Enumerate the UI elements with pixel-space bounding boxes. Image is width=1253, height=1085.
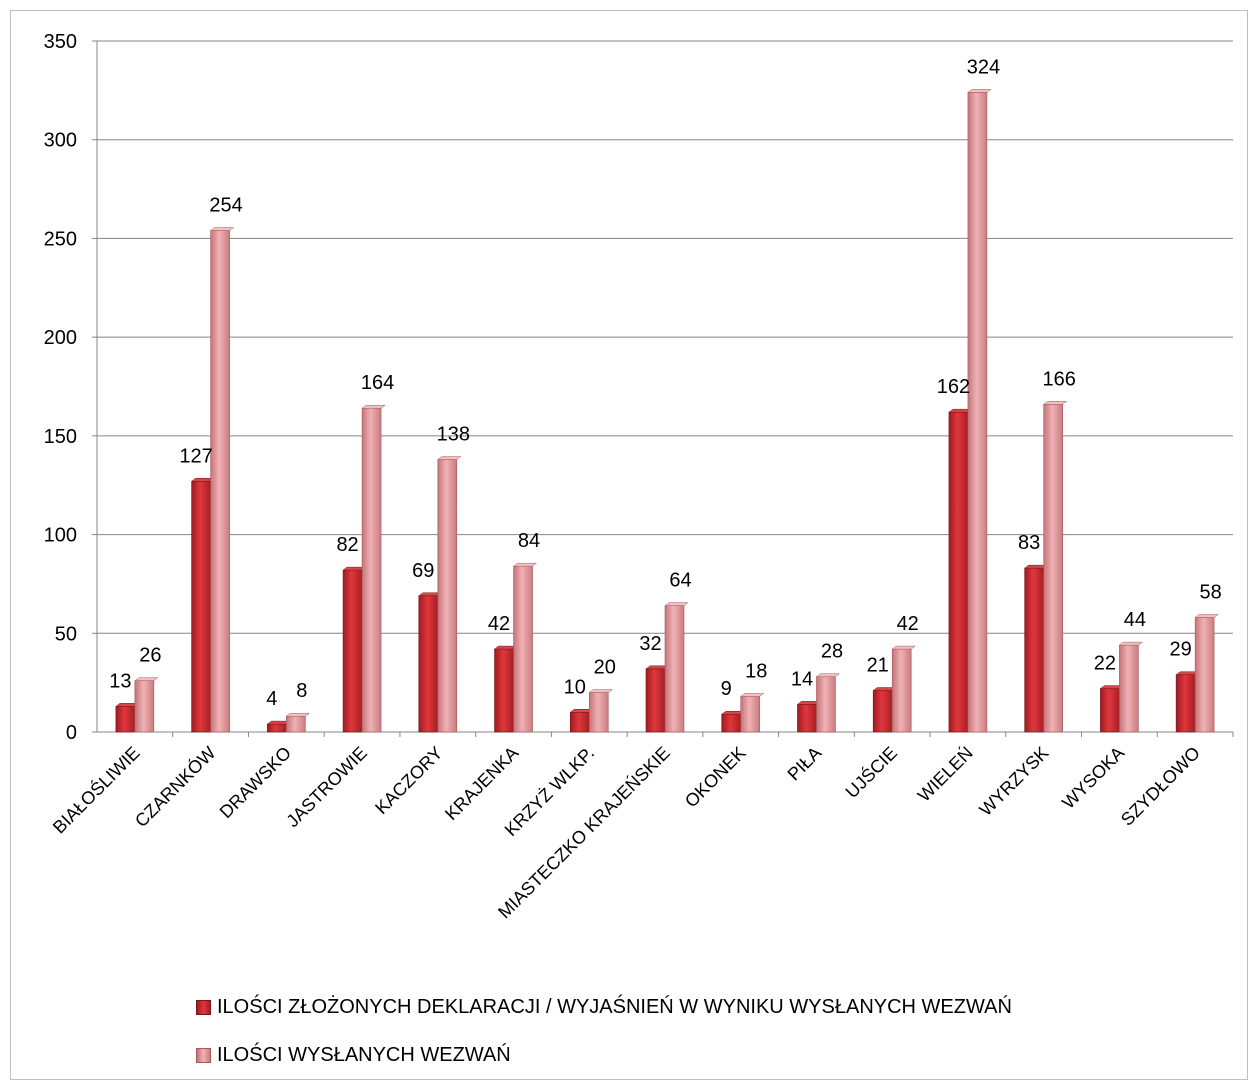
y-tick-label: 100 [44,525,77,547]
bars [115,89,1219,733]
bar-series-2-14 [1194,614,1219,733]
x-tick-label: WYRZYSK [975,743,1052,820]
legend-label-series-2: ILOŚCI WYSŁANYCH WEZWAŃ [217,1043,511,1066]
x-tick-label: BIAŁOŚLIWIE [48,742,143,837]
y-axis-tick-labels: 0 50 100 150 200 250 300 350 [44,31,77,744]
legend-label-series-1: ILOŚCI ZŁOŻONYCH DEKLARACJI / WYJAŚNIEŃ … [217,995,1012,1018]
data-label-series-2: 84 [518,530,540,552]
y-tick-label: 250 [44,228,77,250]
x-tick-label: WIELEŃ [914,743,977,806]
data-label-series-2: 138 [437,424,470,446]
data-label-series-2: 324 [967,56,1000,78]
legend-item-series-2: ILOŚCI WYSŁANYCH WEZWAŃ [196,1041,511,1069]
data-label-series-1: 29 [1170,639,1192,661]
data-label-series-2: 42 [897,613,919,635]
data-label-series-1: 10 [564,676,586,698]
bar-series-2-7 [664,602,689,733]
bar-series-2-11 [967,89,992,733]
data-labels: 13 26 127 254 4 8 82 164 69 138 42 84 10 20 32 64 9 18 14 2… [109,56,1222,710]
x-tick-label: SZYDŁOWO [1117,743,1204,830]
y-tick-label: 50 [55,623,77,645]
data-label-series-1: 69 [412,560,434,582]
data-label-series-2: 166 [1042,368,1075,390]
y-tick-label: 350 [44,31,77,53]
data-label-series-1: 13 [109,670,131,692]
x-tick-label: OKONEK [681,743,750,812]
data-label-series-2: 64 [669,570,691,592]
data-label-series-1: 82 [336,534,358,556]
data-label-series-2: 164 [361,372,394,394]
legend-item-series-1: ILOŚCI ZŁOŻONYCH DEKLARACJI / WYJAŚNIEŃ … [196,993,1012,1021]
bar-series-2-12 [1042,401,1068,733]
data-label-series-1: 14 [791,668,813,690]
x-tick-label: UJŚCIE [841,742,901,802]
data-label-series-1: 162 [937,376,970,398]
bar-series-1-1 [190,478,216,733]
data-label-series-2: 44 [1124,609,1146,631]
bar-series-2-6 [588,689,614,733]
data-label-series-1: 22 [1094,653,1116,675]
bar-series-1-8 [720,710,746,733]
legend-swatch-series-2 [196,1047,211,1063]
data-label-series-1: 32 [639,633,661,655]
x-tick-label: WYSOKA [1058,743,1128,813]
y-tick-label: 300 [44,130,77,152]
bar-series-1-10 [872,687,897,733]
bar-series-2-8 [739,693,765,733]
data-label-series-1: 21 [867,655,889,677]
x-tick-label: DRAWSKO [216,743,295,822]
bar-series-2-1 [209,227,235,733]
data-label-series-2: 254 [209,195,242,217]
bar-series-1-6 [569,709,595,733]
y-tick-label: 0 [66,722,77,744]
bar-series-2-13 [1118,641,1144,733]
bar-series-2-0 [134,677,159,733]
bar-series-2-3 [361,404,386,733]
legend-swatch-series-1 [196,999,211,1015]
x-tick-label: CZARNKÓW [130,742,219,831]
data-label-series-1: 83 [1018,532,1040,554]
data-label-series-2: 8 [296,680,307,702]
data-label-series-2: 18 [745,660,767,682]
data-label-series-2: 20 [594,657,616,679]
data-label-series-2: 26 [139,645,161,667]
y-tick-label: 150 [44,426,77,448]
x-tick-label: KACZORY [371,743,446,818]
bar-series-2-10 [891,645,916,733]
x-tick-label: JASTROWIE [282,743,370,831]
data-label-series-1: 4 [266,688,277,710]
y-tick-label: 200 [44,327,77,349]
data-label-series-1: 127 [179,445,212,467]
x-tick-label: PIŁA [784,743,826,785]
bar-series-2-2 [285,712,311,733]
bar-series-1-2 [266,720,292,733]
data-label-series-1: 42 [488,613,510,635]
data-label-series-2: 58 [1200,581,1222,603]
x-tick-label: KRAJENKA [441,743,522,824]
bar-series-2-9 [815,673,841,733]
data-label-series-2: 28 [821,641,843,663]
bar-series-1-11 [948,408,973,733]
bar-series-2-5 [512,562,538,733]
bar-series-2-4 [437,456,462,733]
bar-series-1-12 [1023,564,1049,733]
bar-series-1-0 [115,703,140,733]
data-label-series-1: 9 [721,678,732,700]
